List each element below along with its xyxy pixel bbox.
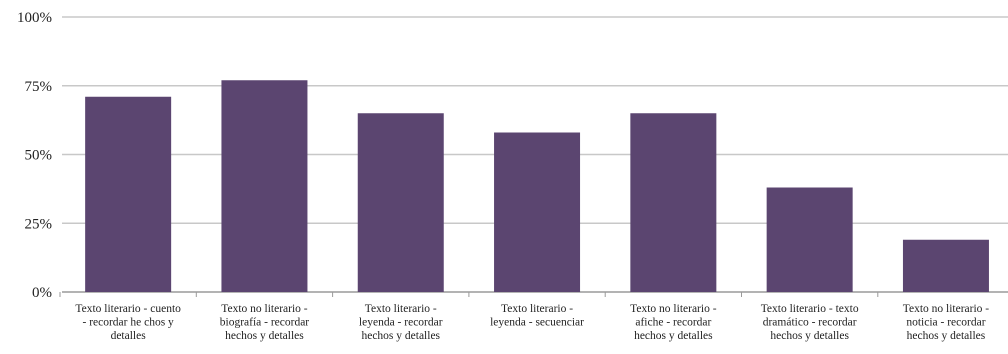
category-label-line: hechos y detalles <box>770 330 849 342</box>
category-label: Texto no literario - noticia - recordar he… <box>903 303 990 342</box>
category-label-line: hechos y detalles <box>634 330 713 342</box>
bar <box>902 239 989 292</box>
category-label-line: Texto literario - <box>365 303 437 315</box>
bars <box>85 80 989 292</box>
category-label-line: Texto no literario - <box>630 303 717 315</box>
y-tick-label: 25% <box>25 216 53 232</box>
y-tick-label: 0% <box>32 285 52 301</box>
category-label-line: Texto no literario - <box>903 303 990 315</box>
category-label-line: afiche - recordar <box>635 317 711 329</box>
category-label: Texto literario - leyenda - secuenciar <box>490 303 584 329</box>
category-label-line: Texto no literario - <box>221 303 308 315</box>
category-label-line: dramático - recordar <box>763 317 857 329</box>
category-label-line: Texto literario - <box>501 303 573 315</box>
bar <box>357 113 444 292</box>
y-tick-label: 75% <box>25 79 53 95</box>
category-label-line: Texto literario - cuento <box>75 303 181 315</box>
category-label: Texto literario - cuento - recordar he ch… <box>75 303 181 342</box>
bar <box>630 113 717 292</box>
category-label-line: - recordar he chos y <box>82 317 174 329</box>
category-label-line: noticia - recordar <box>906 317 985 329</box>
category-label: Texto literario - leyenda - recordar hecho… <box>359 303 443 342</box>
x-axis-ticks <box>59 292 879 297</box>
x-axis-labels: Texto literario - cuento - recordar he ch… <box>75 303 989 342</box>
category-label-line: detalles <box>111 330 147 342</box>
category-label-line: biografía - recordar <box>220 317 310 329</box>
bar <box>766 187 853 292</box>
category-label-line: hechos y detalles <box>361 330 440 342</box>
category-label-line: Texto literario - texto <box>761 303 859 315</box>
bar <box>221 80 308 292</box>
category-label-line: leyenda - secuenciar <box>490 317 584 329</box>
bar <box>494 132 581 292</box>
category-label-line: hechos y detalles <box>907 330 986 342</box>
bar <box>85 96 172 292</box>
y-tick-label: 50% <box>25 148 53 164</box>
y-axis-ticks: 0% 25% 50% 75% 100% <box>17 10 52 301</box>
category-label: Texto literario - texto dramático - recor… <box>761 303 859 342</box>
y-tick-label: 100% <box>17 10 52 26</box>
category-label-line: leyenda - recordar <box>359 317 443 329</box>
category-label: Texto no literario - biografía - recordar… <box>220 303 310 342</box>
category-label: Texto no literario - afiche - recordar hec… <box>630 303 717 342</box>
category-label-line: hechos y detalles <box>225 330 304 342</box>
